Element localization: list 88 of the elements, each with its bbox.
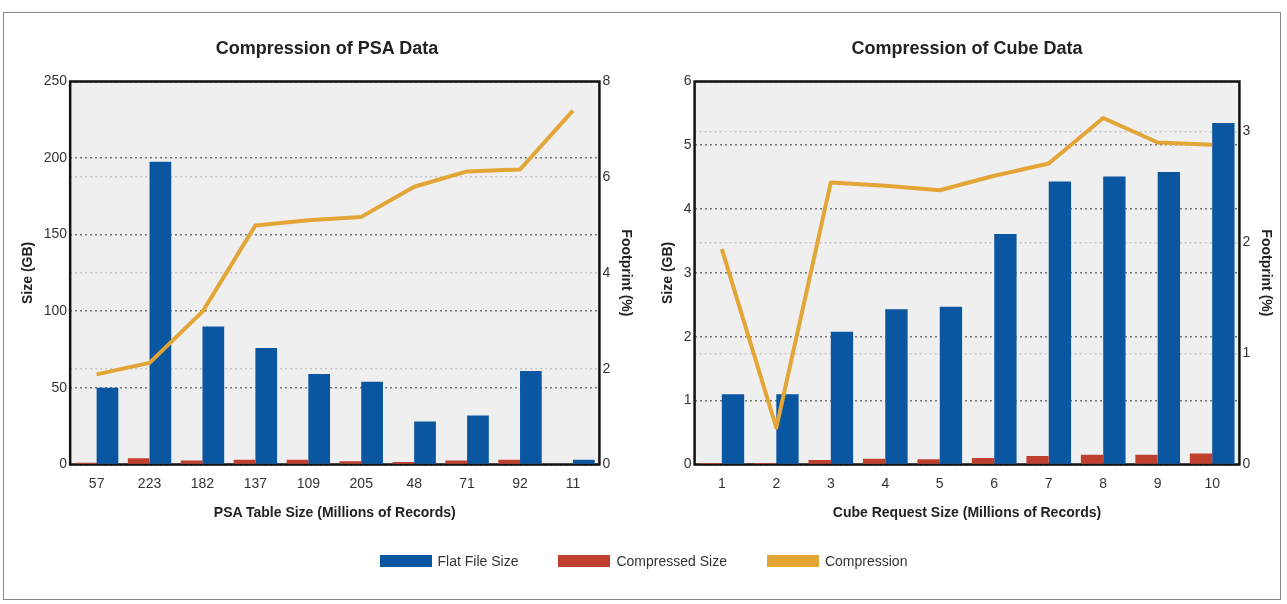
y-tick-label: 200 (43, 148, 68, 165)
bar (1080, 454, 1104, 464)
y-tick-label: 50 (51, 378, 68, 395)
bar (233, 459, 256, 464)
x-axis-title: Cube Request Size (Millions of Records) (832, 504, 1102, 521)
bar (498, 459, 521, 464)
x-tick-label: 11 (565, 474, 581, 491)
x-tick-label: 223 (137, 474, 162, 491)
y2-tick-label: 2 (602, 359, 611, 376)
bar (830, 331, 854, 464)
y2-tick-label: 6 (602, 168, 611, 185)
x-axis-title: PSA Table Size (Millions of Records) (213, 504, 456, 521)
bar (776, 394, 799, 464)
y-tick-label: 0 (59, 455, 68, 472)
x-tick-label: 5 (935, 474, 944, 491)
y-tick-label: 150 (43, 225, 68, 242)
legend-label: Flat File Size (437, 553, 519, 569)
y-tick-label: 3 (683, 263, 692, 280)
bar (808, 459, 831, 464)
y-tick-label: 6 (683, 72, 692, 89)
y2-tick-label: 3 (1242, 122, 1251, 139)
y2-tick-label: 4 (602, 263, 611, 280)
bar (1157, 172, 1181, 464)
x-tick-label: 3 (826, 474, 835, 491)
y-axis-title: Size (GB) (659, 241, 676, 305)
x-tick-label: 182 (190, 474, 215, 491)
x-tick-label: 92 (512, 474, 529, 491)
y2-tick-label: 0 (602, 455, 611, 472)
x-tick-label: 9 (1153, 474, 1162, 491)
y-tick-label: 100 (43, 302, 68, 319)
bar (939, 306, 963, 464)
y-tick-label: 0 (683, 455, 692, 472)
y-tick-label: 4 (683, 199, 692, 216)
y2-tick-label: 1 (1242, 344, 1251, 361)
x-tick-label: 8 (1099, 474, 1108, 491)
bar (520, 370, 542, 464)
x-tick-label: 205 (349, 474, 374, 491)
bar (445, 460, 468, 464)
y-tick-label: 5 (683, 136, 692, 153)
legend-label: Compressed Size (616, 553, 727, 569)
x-tick-label: 137 (243, 474, 268, 491)
bar (308, 374, 331, 464)
x-tick-label: 57 (88, 474, 105, 491)
x-tick-label: 1 (717, 474, 726, 491)
x-tick-label: 71 (459, 474, 476, 491)
bar (180, 460, 203, 464)
chart-title: Compression of PSA Data (214, 38, 440, 59)
bar (1103, 176, 1126, 464)
bar (971, 458, 995, 464)
x-tick-label: 48 (406, 474, 423, 491)
bar (885, 309, 908, 464)
y-tick-label: 250 (43, 72, 68, 89)
bar (994, 233, 1017, 464)
x-tick-label: 4 (881, 474, 890, 491)
bar (361, 381, 383, 464)
y-tick-label: 2 (683, 327, 692, 344)
y2-tick-label: 8 (602, 72, 611, 89)
x-tick-label: 109 (296, 474, 321, 491)
bar (1026, 456, 1049, 464)
y-tick-label: 1 (683, 391, 692, 408)
bar (127, 458, 150, 464)
x-tick-label: 2 (772, 474, 781, 491)
bar (96, 387, 119, 464)
bar (339, 461, 362, 464)
x-tick-label: 10 (1204, 474, 1221, 491)
y2-tick-label: 0 (1242, 455, 1251, 472)
bar (467, 415, 489, 464)
bar (414, 421, 436, 464)
bar (1212, 122, 1235, 464)
y2-axis-title: Footprint (%) (618, 229, 635, 317)
x-tick-label: 6 (990, 474, 999, 491)
chart-title: Compression of Cube Data (850, 38, 1084, 59)
y2-axis-title: Footprint (%) (1258, 229, 1275, 317)
y2-tick-label: 2 (1242, 233, 1251, 250)
bar (1189, 453, 1213, 464)
x-tick-label: 7 (1044, 474, 1053, 491)
legend-label: Compression (824, 553, 908, 569)
bar (572, 459, 595, 464)
bar (1135, 454, 1158, 464)
bar (917, 459, 940, 464)
bar (862, 458, 886, 464)
bar (255, 347, 278, 464)
bar (1048, 181, 1072, 464)
bar (202, 326, 225, 464)
bar (149, 161, 172, 464)
bar (721, 394, 745, 464)
y-axis-title: Size (GB) (19, 241, 36, 305)
bar (286, 459, 309, 464)
